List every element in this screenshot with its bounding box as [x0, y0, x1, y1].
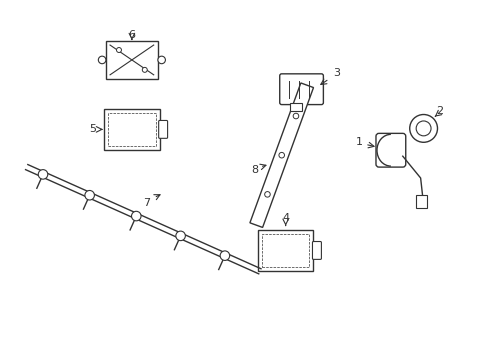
FancyBboxPatch shape [279, 74, 323, 105]
FancyBboxPatch shape [104, 109, 160, 150]
Circle shape [264, 192, 270, 197]
FancyBboxPatch shape [289, 103, 301, 111]
FancyBboxPatch shape [312, 242, 321, 260]
Circle shape [220, 251, 229, 260]
FancyBboxPatch shape [375, 133, 405, 167]
Text: 7: 7 [143, 198, 150, 208]
Circle shape [176, 231, 185, 240]
Text: 4: 4 [282, 213, 288, 223]
Circle shape [293, 113, 298, 119]
Circle shape [415, 121, 430, 136]
Circle shape [131, 211, 141, 221]
Polygon shape [249, 83, 313, 228]
Circle shape [98, 56, 106, 64]
FancyBboxPatch shape [106, 41, 157, 79]
Text: 6: 6 [128, 30, 135, 40]
Text: 8: 8 [251, 165, 258, 175]
FancyBboxPatch shape [257, 230, 313, 271]
Circle shape [142, 67, 147, 72]
Text: 2: 2 [435, 105, 442, 116]
Circle shape [278, 152, 284, 158]
Text: 3: 3 [332, 68, 339, 78]
FancyBboxPatch shape [415, 195, 426, 208]
Circle shape [116, 48, 121, 53]
Circle shape [38, 170, 48, 179]
FancyBboxPatch shape [158, 121, 167, 138]
Text: 5: 5 [89, 125, 97, 134]
Text: 1: 1 [355, 137, 362, 147]
Circle shape [85, 190, 94, 200]
Circle shape [158, 56, 165, 64]
Circle shape [409, 114, 437, 142]
